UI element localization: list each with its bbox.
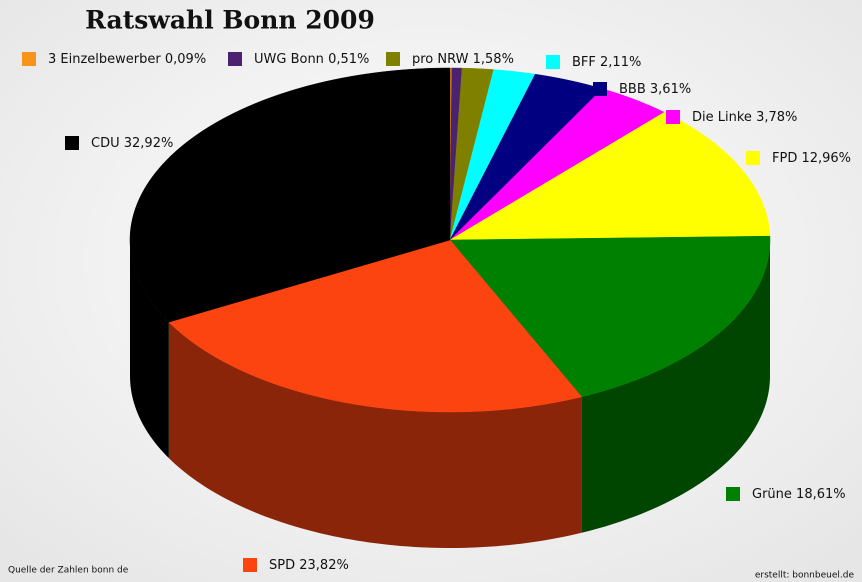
slice-name: BBB — [619, 82, 646, 97]
legend-swatch — [228, 52, 242, 66]
slice-value: 18,61% — [796, 487, 846, 502]
slice-value: 0,09% — [165, 52, 206, 67]
legend-swatch — [243, 558, 257, 572]
slice-value: 2,11% — [600, 55, 641, 70]
legend-swatch — [726, 487, 740, 501]
slice-value: 23,82% — [299, 558, 349, 573]
slice-label: FPD 12,96% — [772, 151, 851, 166]
slice-label: BFF 2,11% — [572, 55, 641, 70]
slice-name: 3 Einzelbewerber — [48, 52, 161, 67]
slice-label: pro NRW 1,58% — [412, 52, 514, 67]
slice-value: 3,78% — [756, 110, 797, 125]
slice-name: pro NRW — [412, 52, 469, 67]
legend-swatch — [386, 52, 400, 66]
slice-name: FPD — [772, 151, 797, 166]
legend-swatch — [546, 55, 560, 69]
chart-title: Ratswahl Bonn 2009 — [85, 6, 375, 35]
slice — [449, 69, 536, 241]
slice-value: 32,92% — [124, 136, 174, 151]
slice-value: 0,51% — [328, 52, 369, 67]
slice-label: CDU 32,92% — [91, 136, 173, 151]
slice-label: SPD 23,82% — [269, 558, 349, 573]
slice-label: BBB 3,61% — [619, 82, 691, 97]
slice — [129, 67, 451, 323]
slice-value: 1,58% — [473, 52, 514, 67]
legend-swatch — [666, 110, 680, 124]
legend-swatch — [593, 82, 607, 96]
legend-swatch — [65, 136, 79, 150]
slice-name: Die Linke — [692, 110, 752, 125]
slice — [168, 239, 583, 413]
slice — [449, 111, 771, 241]
slice-label: Grüne 18,61% — [752, 487, 846, 502]
slice-side — [581, 240, 770, 533]
legend-swatch — [746, 151, 760, 165]
slice-value: 3,61% — [650, 82, 691, 97]
slice-side — [168, 322, 582, 548]
slice-side — [130, 240, 169, 459]
slice-value: 12,96% — [801, 151, 851, 166]
credit-note: erstellt: bonnbeuel.de — [755, 571, 855, 581]
slice — [449, 235, 771, 398]
slice-name: BFF — [572, 55, 596, 70]
legend-swatch — [22, 52, 36, 66]
slice-name: Grüne — [752, 487, 792, 502]
slice-name: CDU — [91, 136, 120, 151]
slice-name: SPD — [269, 558, 295, 573]
slice-name: UWG Bonn — [254, 52, 324, 67]
slice-label: 3 Einzelbewerber 0,09% — [48, 52, 206, 67]
slice — [449, 88, 665, 241]
slice-label: UWG Bonn 0,51% — [254, 52, 369, 67]
slice-label: Die Linke 3,78% — [692, 110, 797, 125]
source-note: Quelle der Zahlen bonn de — [8, 566, 129, 576]
